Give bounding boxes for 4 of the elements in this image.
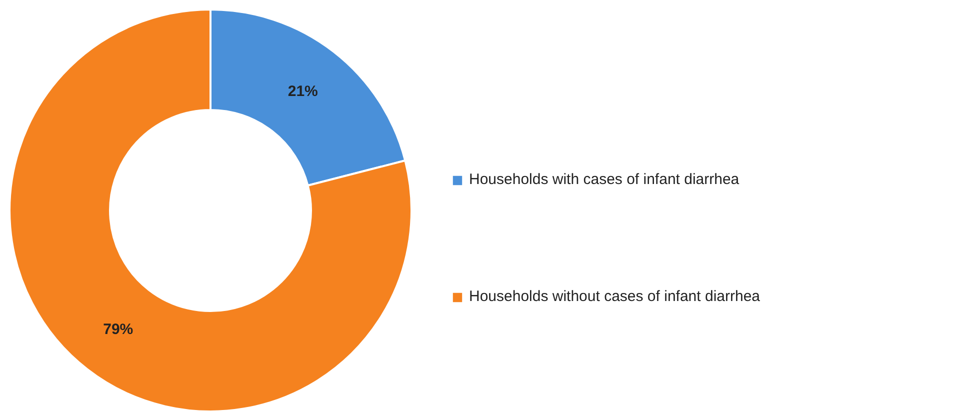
legend-label: Households without cases of infant diarrhea <box>469 288 760 305</box>
data-label: 79% <box>103 321 134 338</box>
legend-label: Households with cases of infant diarrhea <box>469 171 740 188</box>
data-label: 21% <box>288 82 318 100</box>
